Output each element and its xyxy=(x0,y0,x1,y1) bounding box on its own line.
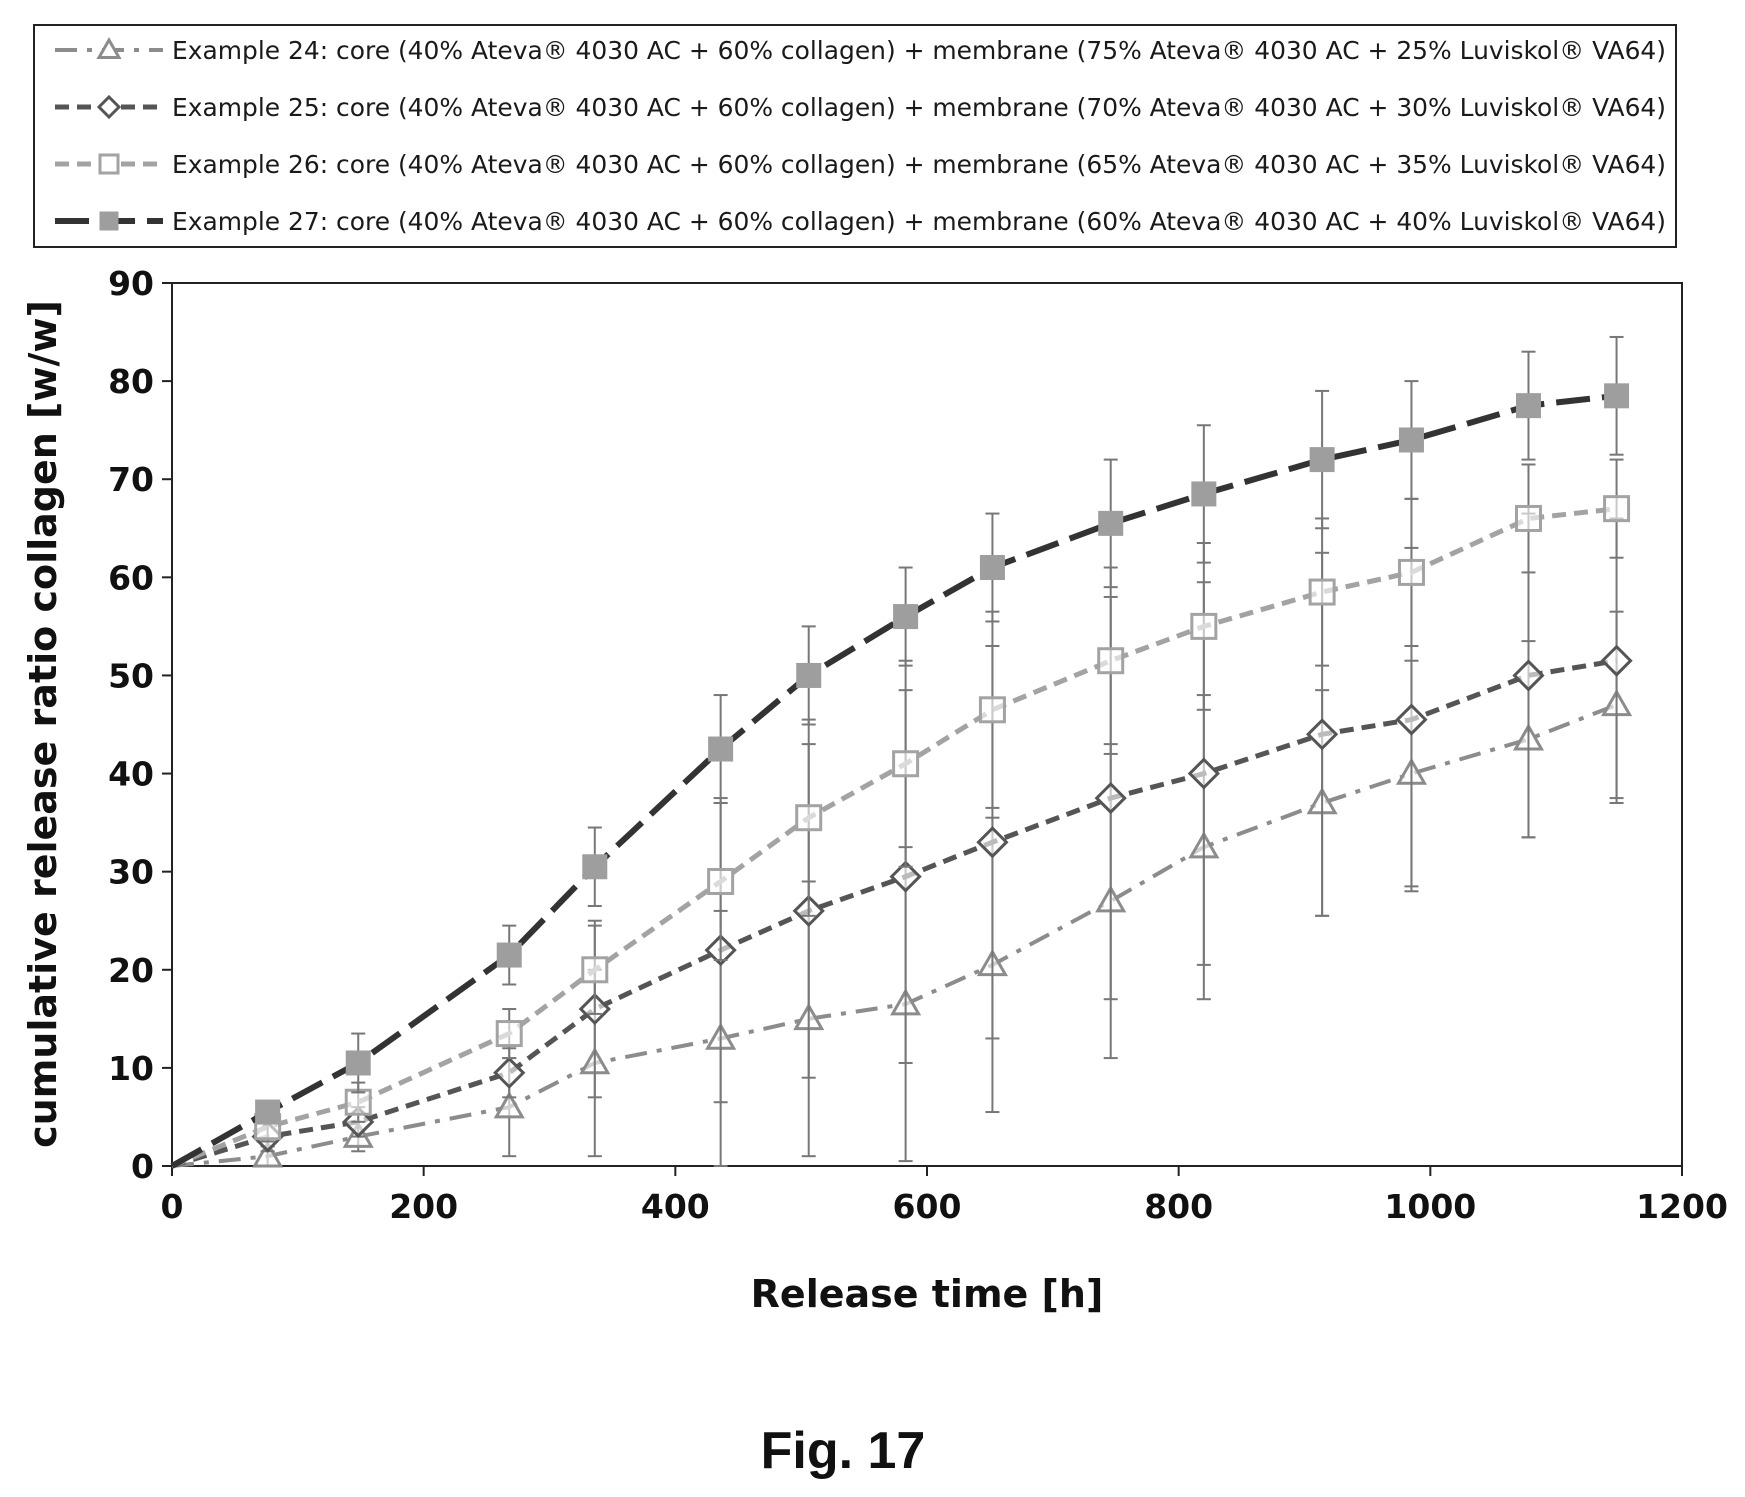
y-tick-label-8: 80 xyxy=(108,362,154,401)
series-2-point-5 xyxy=(707,867,735,895)
legend-swatch-marker-3 xyxy=(99,211,119,231)
y-tick-label-1: 10 xyxy=(108,1049,154,1088)
series-3-point-2 xyxy=(345,1050,371,1076)
legend-label-0: Example 24: core (40% Ateva® 4030 AC + 6… xyxy=(172,36,1666,65)
series-2 xyxy=(171,458,1631,1169)
x-tick-label-3: 600 xyxy=(893,1187,962,1226)
series-0-point-3 xyxy=(493,1091,525,1119)
series-3-point-1 xyxy=(255,1099,281,1125)
x-tick-label-2: 400 xyxy=(641,1187,710,1226)
series-1-point-9 xyxy=(1094,781,1127,815)
series-1-point-8 xyxy=(976,826,1009,859)
y-tick-label-6: 60 xyxy=(108,558,154,597)
series-3-point-9 xyxy=(1098,510,1124,536)
series-2-point-8 xyxy=(978,696,1006,724)
series-2-point-9 xyxy=(1097,647,1125,675)
series-1-point-12 xyxy=(1395,703,1428,736)
series-1-point-3 xyxy=(493,1056,526,1089)
series-1-point-7 xyxy=(889,860,922,893)
figure-caption: Fig. 17 xyxy=(761,1422,926,1480)
series-3-point-10 xyxy=(1191,481,1217,507)
legend: Example 24: core (40% Ateva® 4030 AC + 6… xyxy=(33,24,1677,248)
y-axis-title: cumulative release ratio collagen [w/w] xyxy=(21,300,65,1148)
series-0-point-1 xyxy=(252,1140,284,1168)
series-2-point-14 xyxy=(1603,495,1631,523)
y-tick-label-7: 70 xyxy=(108,460,154,499)
series-3 xyxy=(170,335,1630,1169)
series-3-point-7 xyxy=(893,604,919,630)
series-1-point-13 xyxy=(1512,659,1545,692)
legend-label-2: Example 26: core (40% Ateva® 4030 AC + 6… xyxy=(172,150,1666,179)
legend-swatch-marker-1 xyxy=(96,94,122,120)
x-axis: 0 200 400 600 800 1000 1200 xyxy=(161,1166,1728,1226)
series-2-point-4 xyxy=(581,956,609,984)
series-3-point-8 xyxy=(979,555,1005,581)
series-1-point-14 xyxy=(1600,644,1633,677)
series-2-point-11 xyxy=(1308,578,1336,606)
series-2-point-10 xyxy=(1190,612,1218,640)
legend-label-3: Example 27: core (40% Ateva® 4030 AC + 6… xyxy=(172,207,1666,236)
series-3-point-14 xyxy=(1604,383,1630,409)
series-2-point-3 xyxy=(495,1020,523,1048)
legend-entry-0: Example 24: core (40% Ateva® 4030 AC + 6… xyxy=(55,36,1666,65)
x-axis-title: Release time [h] xyxy=(751,1272,1104,1316)
legend-swatch-marker-0 xyxy=(96,36,122,59)
series-2-point-6 xyxy=(795,804,823,832)
legend-box xyxy=(33,24,1677,248)
y-tick-label-0: 0 xyxy=(131,1147,154,1186)
legend-label-1: Example 25: core (40% Ateva® 4030 AC + 6… xyxy=(172,93,1666,122)
series-3-point-4 xyxy=(582,854,608,880)
series-2-point-2 xyxy=(344,1088,372,1116)
series-1-point-11 xyxy=(1305,718,1339,751)
x-tick-label-6: 1200 xyxy=(1636,1187,1728,1226)
y-tick-label-5: 50 xyxy=(108,656,154,695)
x-tick-label-4: 800 xyxy=(1144,1187,1213,1226)
series-3-point-3 xyxy=(496,942,522,968)
series-3-point-5 xyxy=(708,736,734,762)
legend-swatch-marker-2 xyxy=(98,153,120,175)
series-3-point-11 xyxy=(1309,447,1335,473)
series-3-point-13 xyxy=(1515,393,1541,419)
series-2-point-7 xyxy=(892,750,920,778)
series-3-point-6 xyxy=(796,662,822,688)
y-axis: 0 10 20 30 40 50 60 70 80 90 xyxy=(108,264,172,1186)
series-layer xyxy=(170,335,1633,1169)
legend-entry-3: Example 27: core (40% Ateva® 4030 AC + 6… xyxy=(55,207,1666,236)
series-1-point-10 xyxy=(1187,757,1220,790)
y-tick-label-2: 20 xyxy=(108,951,154,990)
x-tick-label-5: 1000 xyxy=(1384,1187,1476,1226)
y-tick-label-9: 90 xyxy=(108,264,154,303)
x-tick-label-0: 0 xyxy=(161,1187,184,1226)
x-tick-label-1: 200 xyxy=(389,1187,458,1226)
y-tick-label-3: 30 xyxy=(108,853,154,892)
legend-entry-1: Example 25: core (40% Ateva® 4030 AC + 6… xyxy=(55,93,1666,122)
series-3-point-12 xyxy=(1398,427,1424,453)
y-tick-label-4: 40 xyxy=(108,755,154,794)
series-2-point-12 xyxy=(1397,558,1425,586)
legend-entry-2: Example 26: core (40% Ateva® 4030 AC + 6… xyxy=(55,150,1666,179)
series-2-point-13 xyxy=(1514,504,1542,532)
